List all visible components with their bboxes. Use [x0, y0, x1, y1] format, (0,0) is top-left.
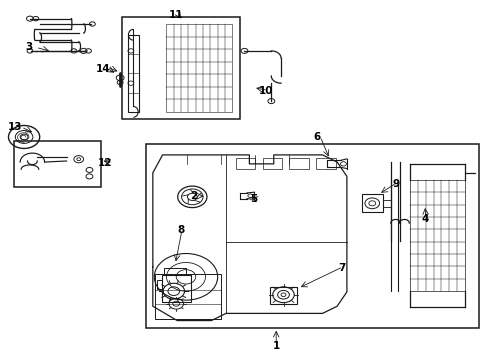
Text: 1: 1	[272, 341, 279, 351]
Bar	[146, 144, 478, 328]
Bar	[409, 180, 464, 291]
Bar	[161, 275, 190, 302]
Text: 10: 10	[259, 86, 273, 96]
Text: 2: 2	[189, 191, 197, 201]
Text: 9: 9	[391, 179, 398, 189]
Bar	[235, 158, 255, 169]
Text: 12: 12	[98, 158, 113, 168]
Text: 11: 11	[169, 10, 183, 20]
Bar	[383, 200, 390, 207]
Text: 5: 5	[250, 194, 257, 204]
Bar	[157, 280, 161, 289]
Bar	[155, 274, 221, 319]
Text: 13: 13	[8, 122, 22, 132]
Text: 14: 14	[96, 64, 110, 74]
Bar	[361, 194, 383, 212]
Bar	[289, 158, 308, 169]
Bar	[128, 35, 139, 112]
Bar	[316, 158, 335, 169]
Bar	[14, 140, 101, 187]
Text: 4: 4	[420, 215, 427, 224]
Text: 3: 3	[25, 42, 33, 52]
Bar	[262, 158, 282, 169]
Bar	[166, 24, 232, 112]
Bar	[269, 287, 297, 304]
Text: 7: 7	[338, 263, 345, 273]
Text: 6: 6	[312, 132, 320, 142]
Text: 8: 8	[177, 225, 184, 235]
Bar	[163, 268, 185, 275]
Bar	[122, 17, 239, 119]
